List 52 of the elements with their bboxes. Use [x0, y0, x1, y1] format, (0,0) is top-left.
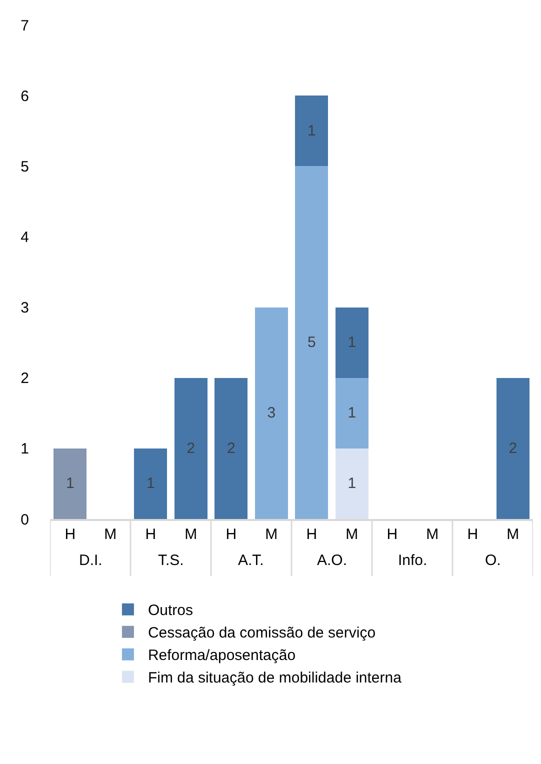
text: Info.: [398, 552, 428, 569]
data-label: 3: [267, 404, 276, 422]
x-tick-label: H: [64, 526, 76, 543]
x-tick-label: M: [265, 526, 278, 543]
x-tick-label: M: [506, 526, 520, 543]
bar: [295, 166, 328, 519]
data-label: 2: [186, 440, 196, 457]
x-tick-label: H: [226, 526, 237, 543]
legend-label: Outros: [148, 602, 193, 620]
x-tick-label: H: [386, 526, 398, 543]
x-tick-label: M: [184, 526, 198, 543]
data-label: 5: [307, 334, 316, 352]
x-tick-label: M: [346, 526, 358, 543]
y-tick-label: 4: [20, 228, 29, 246]
bar: [254, 307, 288, 519]
bar: [335, 448, 368, 519]
x-tick-label: H: [306, 526, 318, 543]
text: O.: [485, 552, 501, 569]
y-tick-label: 0: [20, 511, 29, 528]
data-label: 1: [348, 334, 356, 352]
data-label: 1: [348, 404, 356, 422]
data-label: 1: [66, 475, 74, 492]
data-label: 1: [348, 475, 356, 492]
x-tick-label: H: [467, 526, 478, 543]
y-tick-label: 1: [20, 440, 29, 458]
x-tick-label: H: [145, 526, 156, 543]
bar: [134, 448, 168, 519]
legend-label: Fim da situação de mobilidade interna: [148, 670, 402, 687]
bar: [335, 307, 368, 378]
legend-label: Reforma/aposentação: [148, 647, 296, 664]
text: D.I.: [79, 552, 102, 569]
y-tick-label: 3: [20, 300, 29, 317]
x-tick-label: M: [104, 526, 117, 543]
legend-label: Cessação da comissão de serviço: [148, 624, 376, 642]
bar: [174, 378, 208, 519]
bar: [496, 378, 530, 519]
text: A.O.: [317, 552, 348, 569]
y-tick-label: 7: [20, 17, 29, 34]
text: A.T.: [238, 552, 264, 569]
data-label: 1: [307, 122, 316, 140]
data-label: 1: [146, 475, 155, 492]
bar: [295, 96, 328, 166]
y-tick-label: 2: [20, 370, 29, 388]
data-label: 2: [508, 440, 518, 457]
text: T.S.: [158, 552, 184, 569]
bar: [214, 378, 248, 519]
data-label: 2: [226, 440, 236, 457]
y-tick-label: 6: [20, 88, 29, 105]
x-tick-label: M: [426, 526, 439, 543]
y-tick-label: 5: [20, 158, 29, 176]
bar: [54, 448, 87, 519]
bar: [335, 378, 368, 448]
